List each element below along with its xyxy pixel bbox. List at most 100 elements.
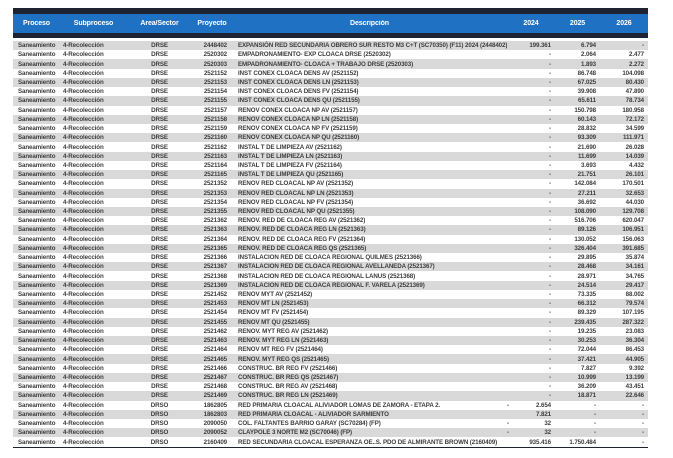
- cell-y2024[interactable]: -: [549, 355, 551, 363]
- column-header-descripcion[interactable]: Descripción: [350, 20, 389, 27]
- cell-subproceso[interactable]: 4-Recolección: [63, 281, 104, 289]
- cell-proyecto[interactable]: 2521362: [203, 217, 227, 225]
- cell-subproceso[interactable]: 4-Recolección: [63, 97, 104, 105]
- cell-y2026[interactable]: 156.063: [622, 235, 644, 243]
- cell-y2025[interactable]: 65.611: [578, 97, 596, 105]
- cell-y2025[interactable]: 150.798: [574, 106, 596, 114]
- cell-y2024[interactable]: -: [549, 125, 551, 133]
- cell-y2026[interactable]: 34.161: [625, 263, 644, 271]
- cell-y2024[interactable]: -: [549, 78, 551, 86]
- cell-y2025[interactable]: 93.309: [577, 134, 596, 142]
- cell-area[interactable]: DRSE: [151, 60, 168, 68]
- cell-subproceso[interactable]: 4-Recolección: [63, 263, 104, 271]
- cell-subproceso[interactable]: 4-Recolección: [63, 373, 104, 381]
- cell-y2026[interactable]: 13.199: [625, 373, 644, 381]
- cell-y2026[interactable]: 35.874: [625, 254, 644, 262]
- cell-y2025[interactable]: 28.468: [577, 263, 596, 271]
- cell-area[interactable]: DRSE: [151, 78, 168, 86]
- cell-proyecto[interactable]: 2521152: [203, 69, 227, 77]
- cell-area[interactable]: DRSE: [151, 337, 168, 345]
- cell-descripcion[interactable]: RENOV. RED DE CLOACA REG QS (2521365): [238, 244, 367, 252]
- cell-y2026[interactable]: 22.646: [625, 392, 644, 400]
- cell-descripcion[interactable]: RENOV RED CLOACAL NP AV (2521352): [238, 180, 354, 188]
- cell-y2024[interactable]: -: [549, 97, 551, 105]
- cell-proyecto[interactable]: 2521468: [203, 383, 227, 391]
- cell-y2025[interactable]: 86.748: [577, 69, 596, 77]
- cell-proyecto[interactable]: 2090052: [203, 429, 227, 437]
- cell-descripcion[interactable]: INST CONEX CLOACA DENS LN (2521153): [238, 78, 359, 86]
- cell-descripcion[interactable]: INST CONEX CLOACA DENS FV (2521154): [238, 88, 359, 96]
- cell-proyecto[interactable]: 2521365: [203, 244, 227, 252]
- cell-y2025[interactable]: 66.312: [577, 300, 596, 308]
- cell-area[interactable]: DRSE: [151, 309, 168, 317]
- cell-proceso[interactable]: Saneamiento: [18, 429, 56, 437]
- cell-area[interactable]: DRSE: [151, 208, 168, 216]
- cell-area[interactable]: DRSE: [151, 355, 168, 363]
- cell-area[interactable]: DRSE: [151, 106, 168, 114]
- cell-proyecto[interactable]: 2160409: [203, 438, 227, 446]
- cell-descripcion[interactable]: CONSTRUC. BR REG QS (2521467): [238, 373, 339, 381]
- cell-proyecto[interactable]: 2521363: [203, 226, 227, 234]
- cell-y2025[interactable]: 21.751: [577, 171, 596, 179]
- cell-y2026[interactable]: 129.708: [622, 208, 644, 216]
- cell-y2025[interactable]: -: [594, 429, 596, 437]
- cell-y2025[interactable]: 24.514: [577, 281, 596, 289]
- cell-y2024[interactable]: -: [549, 318, 551, 326]
- cell-y2024[interactable]: -: [549, 171, 551, 179]
- cell-proyecto[interactable]: 2521463: [203, 337, 227, 345]
- cell-subproceso[interactable]: 4-Recolección: [63, 143, 104, 151]
- cell-y2026[interactable]: -: [642, 429, 644, 437]
- cell-y2025[interactable]: 1.893: [581, 60, 596, 68]
- cell-subproceso[interactable]: 4-Recolección: [63, 300, 104, 308]
- cell-proyecto[interactable]: 2521153: [203, 78, 227, 86]
- cell-proceso[interactable]: Saneamiento: [18, 143, 56, 151]
- cell-area[interactable]: DRSE: [151, 392, 168, 400]
- cell-proceso[interactable]: Saneamiento: [18, 244, 56, 252]
- cell-proceso[interactable]: Saneamiento: [18, 272, 56, 280]
- cell-subproceso[interactable]: 4-Recolección: [63, 309, 104, 317]
- cell-area[interactable]: DRSE: [151, 134, 168, 142]
- cell-descripcion[interactable]: RENOV. MYT REG AV (2521462): [238, 327, 328, 335]
- cell-subproceso[interactable]: 4-Recolección: [63, 327, 104, 335]
- cell-y2026[interactable]: -: [642, 438, 644, 446]
- cell-y2025[interactable]: 39.908: [577, 88, 596, 96]
- column-header-y2025[interactable]: 2025: [569, 20, 586, 27]
- cell-y2026[interactable]: 111.971: [623, 134, 644, 142]
- cell-proyecto[interactable]: 2521369: [203, 281, 227, 289]
- cell-proceso[interactable]: Saneamiento: [18, 373, 56, 381]
- cell-proceso[interactable]: Saneamiento: [18, 346, 56, 354]
- cell-y2025[interactable]: 73.335: [577, 291, 596, 299]
- cell-proceso[interactable]: Saneamiento: [18, 115, 56, 123]
- cell-y2025[interactable]: 28.971: [577, 272, 596, 280]
- cell-y2025[interactable]: 7.827: [581, 364, 596, 372]
- cell-proceso[interactable]: Saneamiento: [18, 401, 56, 409]
- cell-descripcion[interactable]: RENOV. MYT REG LN (2521463): [238, 337, 329, 345]
- cell-y2024[interactable]: -: [549, 337, 551, 345]
- cell-y2025[interactable]: 21.690: [577, 143, 596, 151]
- cell-y2025[interactable]: 27.211: [578, 189, 596, 197]
- cell-y2026[interactable]: -: [642, 410, 644, 418]
- cell-y2024[interactable]: -: [549, 115, 551, 123]
- cell-y2024[interactable]: -: [549, 383, 551, 391]
- cell-y2025[interactable]: 10.999: [577, 373, 596, 381]
- cell-proceso[interactable]: Saneamiento: [18, 198, 56, 206]
- cell-y2025[interactable]: 89.126: [577, 226, 596, 234]
- cell-area[interactable]: DRSE: [151, 161, 168, 169]
- cell-subproceso[interactable]: 4-Recolección: [63, 254, 104, 262]
- column-header-proceso[interactable]: Proceso: [23, 20, 50, 27]
- cell-descripcion[interactable]: CONSTRUC. BR REG FV (2521466): [238, 364, 338, 372]
- cell-y2025[interactable]: 3.693: [581, 161, 596, 169]
- cell-proceso[interactable]: Saneamiento: [18, 420, 56, 428]
- cell-y2025[interactable]: -: [594, 410, 596, 418]
- cell-y2024[interactable]: -: [549, 198, 551, 206]
- cell-y2026[interactable]: 2.477: [629, 51, 644, 59]
- column-header-y2024[interactable]: 2024: [523, 20, 539, 27]
- cell-y2026[interactable]: 287.322: [622, 318, 644, 326]
- cell-y2026[interactable]: 43.451: [625, 383, 644, 391]
- cell-y2024[interactable]: -: [549, 189, 551, 197]
- cell-area[interactable]: DRSE: [151, 383, 168, 391]
- cell-proyecto[interactable]: 2521452: [203, 291, 227, 299]
- cell-proyecto[interactable]: 2521453: [203, 300, 227, 308]
- cell-y2024[interactable]: -: [549, 300, 551, 308]
- cell-y2026[interactable]: -: [642, 42, 644, 50]
